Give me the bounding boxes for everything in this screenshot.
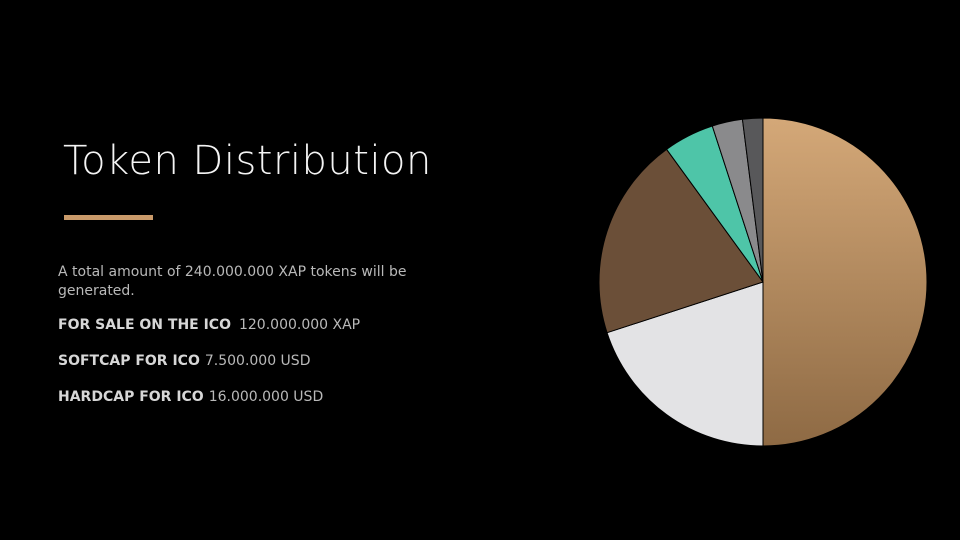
token-distribution-pie-chart [598, 117, 928, 447]
fact-softcap: SOFTCAP FOR ICO 7.500.000 USD [58, 353, 310, 369]
fact-ico-sale: FOR SALE ON THE ICO 120.000.000 XAP [58, 317, 360, 333]
fact-value: 16.000.000 USD [208, 389, 324, 405]
intro-text: A total amount of 240.000.000 XAP tokens… [58, 264, 407, 299]
fact-value: 120.000.000 XAP [238, 317, 361, 333]
pie-slice-6 [741, 117, 764, 283]
pie-slice-2 [606, 281, 764, 447]
pie-slice-1 [762, 117, 928, 447]
title-underline [64, 215, 153, 220]
fact-value: 7.500.000 USD [204, 353, 311, 369]
slide-title: Token Distribution [63, 138, 432, 184]
fact-label: SOFTCAP FOR ICO [58, 353, 200, 369]
fact-label: HARDCAP FOR ICO [58, 389, 204, 405]
fact-hardcap: HARDCAP FOR ICO 16.000.000 USD [58, 389, 323, 405]
fact-label: FOR SALE ON THE ICO [58, 317, 231, 333]
pie-slice-3 [598, 148, 764, 334]
